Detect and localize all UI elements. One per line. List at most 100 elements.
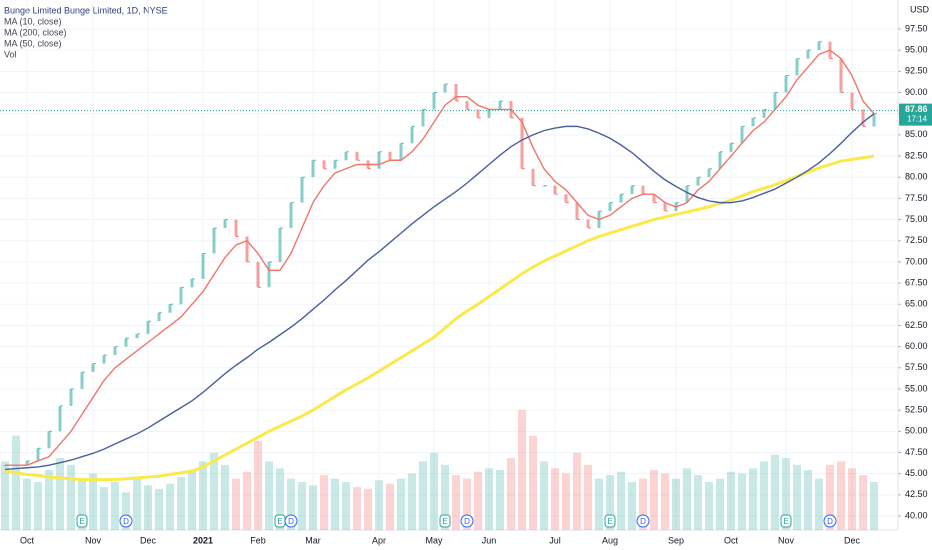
event-label: D bbox=[640, 517, 646, 526]
price-bar bbox=[124, 338, 128, 347]
volume-bar bbox=[804, 470, 812, 530]
price-bar bbox=[476, 109, 480, 118]
currency-label: USD bbox=[910, 4, 930, 14]
volume-bar bbox=[155, 488, 163, 530]
x-tick-label: Oct bbox=[20, 535, 35, 545]
y-tick-label: 45.00 bbox=[905, 468, 928, 478]
price-bar bbox=[322, 160, 326, 169]
volume-bar bbox=[540, 461, 548, 530]
price-bar bbox=[135, 333, 139, 339]
price-bar bbox=[707, 168, 711, 178]
ma-line bbox=[5, 49, 875, 466]
price-bar bbox=[432, 92, 436, 110]
y-tick-label: 62.50 bbox=[905, 320, 928, 330]
volume-bar bbox=[353, 487, 361, 530]
price-bar bbox=[641, 185, 645, 195]
price-bar bbox=[267, 261, 271, 288]
volume-bar bbox=[331, 478, 339, 530]
price-bar bbox=[47, 431, 51, 449]
event-label: D bbox=[123, 517, 129, 526]
last-price-box bbox=[899, 103, 932, 126]
volume-bar bbox=[650, 470, 658, 530]
volume-bar bbox=[518, 410, 526, 530]
volume-bar bbox=[716, 478, 724, 530]
y-tick-label: 97.50 bbox=[905, 23, 928, 33]
price-bar bbox=[289, 202, 293, 229]
ma-line bbox=[4, 113, 875, 471]
price-bar bbox=[377, 151, 381, 169]
volume-bar bbox=[639, 478, 647, 530]
volume-bar bbox=[23, 478, 31, 530]
volume-bar bbox=[485, 468, 493, 530]
y-tick-label: 82.50 bbox=[905, 150, 928, 160]
price-bar bbox=[795, 58, 799, 76]
price-bar bbox=[784, 75, 788, 93]
volume-bar bbox=[177, 476, 185, 530]
volume-bar bbox=[837, 461, 845, 530]
volume-bar bbox=[166, 483, 174, 530]
volume-bar bbox=[859, 475, 867, 530]
price-bar bbox=[311, 160, 315, 178]
price-bar bbox=[212, 228, 216, 254]
last-price-label: 87.86 bbox=[905, 104, 928, 114]
price-bar bbox=[454, 84, 458, 101]
legend-entry: MA (10, close) bbox=[4, 16, 62, 26]
y-tick-label: 65.00 bbox=[905, 299, 928, 309]
price-bar bbox=[839, 58, 843, 93]
price-bar bbox=[256, 261, 260, 288]
volume-bar bbox=[89, 473, 97, 530]
price-bar bbox=[157, 312, 161, 322]
volume-bar bbox=[562, 473, 570, 530]
volume-bar bbox=[67, 464, 75, 530]
volume-bar bbox=[705, 482, 713, 530]
legend-entry: MA (200, close) bbox=[4, 27, 67, 37]
volume-bar bbox=[254, 440, 262, 530]
volume-bar bbox=[573, 452, 581, 530]
volume-bar bbox=[661, 473, 669, 530]
volume-bar bbox=[122, 492, 130, 530]
volume-bar bbox=[287, 478, 295, 530]
price-bar bbox=[300, 177, 304, 203]
dividend-marker bbox=[119, 514, 133, 528]
price-bar bbox=[608, 202, 612, 212]
price-bar bbox=[388, 151, 392, 161]
price-bar bbox=[80, 372, 84, 389]
volume-bar bbox=[265, 461, 273, 530]
price-bar bbox=[58, 405, 62, 432]
volume-bar bbox=[56, 458, 64, 530]
price-bar bbox=[850, 92, 854, 110]
y-tick-label: 47.50 bbox=[905, 447, 928, 457]
volume-bar bbox=[683, 468, 691, 530]
price-bar bbox=[586, 219, 590, 229]
y-tick-label: 67.50 bbox=[905, 277, 928, 287]
volume-bar bbox=[78, 478, 86, 530]
volume-bar bbox=[793, 464, 801, 530]
volume-bar bbox=[309, 485, 317, 530]
y-tick-label: 80.00 bbox=[905, 172, 928, 182]
volume-bar bbox=[45, 470, 53, 530]
x-tick-label: Sep bbox=[668, 535, 684, 545]
volume-bar bbox=[100, 487, 108, 530]
legend-volume: Vol bbox=[4, 49, 17, 59]
volume-bar bbox=[144, 485, 152, 530]
y-tick-label: 70.00 bbox=[905, 256, 928, 266]
volume-bar bbox=[771, 454, 779, 530]
price-bar bbox=[553, 185, 557, 195]
earnings-marker bbox=[76, 514, 88, 528]
y-tick-label: 55.00 bbox=[905, 383, 928, 393]
price-bar bbox=[102, 355, 106, 364]
event-label: D bbox=[288, 517, 294, 526]
dividend-marker bbox=[636, 514, 650, 528]
volume-bar bbox=[364, 488, 372, 530]
price-bar bbox=[861, 109, 865, 127]
x-tick-label: Apr bbox=[372, 535, 386, 545]
price-bar bbox=[201, 253, 205, 279]
price-bar bbox=[344, 151, 348, 161]
volume-bar bbox=[397, 478, 405, 530]
price-bar bbox=[190, 278, 194, 288]
y-tick-label: 60.00 bbox=[905, 341, 928, 351]
x-tick-label: Jun bbox=[482, 535, 497, 545]
ma-line bbox=[4, 154, 875, 482]
